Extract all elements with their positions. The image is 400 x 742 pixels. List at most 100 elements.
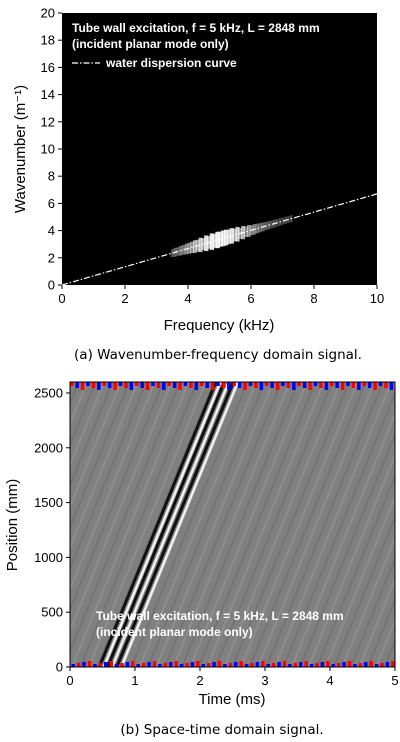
wave-front-dark <box>115 382 235 667</box>
top-reflection-mark <box>232 382 236 386</box>
energy-mark <box>281 217 285 225</box>
x-tick-label: 5 <box>391 673 398 688</box>
top-reflection-mark <box>378 382 383 386</box>
top-reflection-mark <box>162 382 166 390</box>
bottom-reflection-mark <box>82 662 86 667</box>
bottom-reflection-mark <box>98 663 103 667</box>
energy-mark <box>198 237 203 253</box>
top-reflection-mark <box>194 382 199 390</box>
x-tick-label: 0 <box>66 673 73 688</box>
wave-stripe <box>290 411 395 667</box>
x-tick-label: 4 <box>184 291 191 306</box>
bottom-reflection-mark <box>152 661 157 667</box>
wave-stripe <box>265 382 384 667</box>
top-reflection-mark <box>113 382 117 390</box>
wave-stripe <box>130 382 249 667</box>
wave-stripe <box>197 382 317 667</box>
y-axis-label: Position (mm) <box>4 479 21 572</box>
bottom-reflection-mark <box>320 662 325 667</box>
chart-wavenumber-frequency: Tube wall excitation, f = 5 kHz, L = 284… <box>12 6 384 364</box>
bottom-reflection-mark <box>244 664 249 667</box>
bottom-reflection-mark <box>293 663 298 667</box>
wave-stripe <box>172 382 291 667</box>
energy-mark <box>170 249 174 258</box>
y-axis-ticks: 0 2 4 6 8 10 12 14 16 18 20 <box>41 6 62 293</box>
bottom-reflection-mark <box>141 663 146 667</box>
bottom-reflection-mark <box>304 661 308 667</box>
bottom-reflection-mark <box>212 662 216 667</box>
bottom-reflection-mark <box>196 661 200 667</box>
x-tick-label: 0 <box>58 291 65 306</box>
top-reflection-mark <box>265 382 269 386</box>
top-reflection-mark <box>91 382 96 388</box>
bottom-reflection-mark <box>374 664 379 667</box>
bottom-reflection-mark <box>250 663 254 667</box>
x-tick-label: 3 <box>261 673 268 688</box>
legend-label: water dispersion curve <box>105 56 237 70</box>
top-reflection-mark <box>156 382 161 388</box>
wave-stripe <box>96 382 215 667</box>
y-tick-label: 0 <box>48 278 55 293</box>
wave-front-light <box>120 382 240 667</box>
energy-mark <box>232 228 237 242</box>
bottom-reflection-mark <box>71 664 75 667</box>
bottom-reflection-mark <box>299 662 303 667</box>
bottom-reflection-mark <box>93 664 97 667</box>
top-reflection-mark <box>254 382 258 388</box>
annotation-subtitle: (incident planar mode only) <box>72 37 229 51</box>
wave-stripe <box>155 382 274 667</box>
wave-stripe <box>87 382 207 667</box>
y-tick-label: 2 <box>48 250 55 265</box>
y-axis-ticks: 0 500 1000 1500 2000 2500 <box>34 385 70 675</box>
bottom-reflection-mark <box>228 663 233 667</box>
top-reflection-mark <box>102 382 106 386</box>
wave-stripe <box>163 382 283 667</box>
y-tick-label: 20 <box>41 6 55 21</box>
wave-stripe <box>113 382 232 667</box>
top-reflection-mark <box>243 382 247 390</box>
bottom-reflection-mark <box>277 662 281 667</box>
wave-stripe <box>307 452 395 667</box>
top-reflection-mark <box>124 382 128 388</box>
wave-stripe <box>349 556 395 667</box>
bottom-reflection-mark <box>114 664 119 667</box>
bottom-reflection-mark <box>179 664 184 667</box>
x-tick-label: 6 <box>247 291 254 306</box>
bottom-reflection-mark <box>104 662 108 667</box>
bottom-reflection-mark <box>364 662 368 667</box>
bottom-reflection-mark <box>239 661 243 667</box>
top-reflection-mark <box>189 382 193 388</box>
bottom-reflection-mark <box>391 661 395 667</box>
top-reflection-mark <box>308 382 312 390</box>
x-tick-label: 2 <box>121 291 128 306</box>
wave-stripe <box>316 473 395 667</box>
bottom-reflection-mark <box>190 662 195 667</box>
top-reflection-mark <box>297 382 301 386</box>
energy-mark <box>235 226 240 242</box>
top-reflection-mark <box>172 382 177 388</box>
top-reflection-mark <box>248 382 253 386</box>
top-reflection-mark <box>302 382 307 388</box>
wave-stripe <box>71 382 190 667</box>
wave-stripe <box>282 390 395 667</box>
wave-stripe <box>147 382 266 667</box>
bottom-reflection-mark <box>271 663 276 667</box>
wave-stripe <box>366 597 395 667</box>
bottom-reflection-mark <box>120 663 124 667</box>
energy-mark <box>255 223 259 234</box>
y-tick-label: 14 <box>41 87 55 102</box>
energy-mark <box>212 233 218 248</box>
y-tick-label: 12 <box>41 114 55 129</box>
top-reflection-mark <box>140 382 144 388</box>
energy-mark <box>209 233 215 250</box>
top-reflection-mark <box>151 382 155 386</box>
y-tick-label: 4 <box>48 223 55 238</box>
y-tick-label: 0 <box>56 660 63 675</box>
top-reflection-mark <box>384 382 388 388</box>
y-tick-label: 8 <box>48 169 55 184</box>
top-reflection-mark <box>70 382 74 386</box>
top-reflection-mark <box>340 382 345 390</box>
wave-stripe <box>70 382 156 592</box>
y-tick-label: 18 <box>41 33 55 48</box>
bottom-reflection-mark <box>288 664 292 667</box>
